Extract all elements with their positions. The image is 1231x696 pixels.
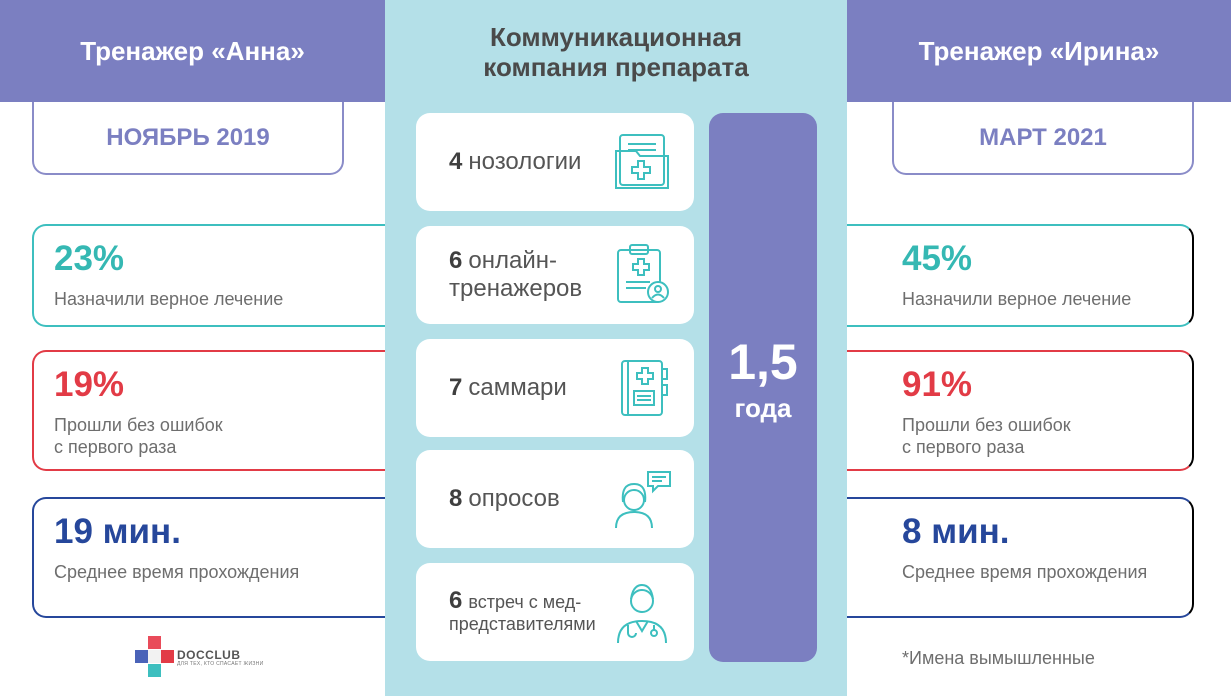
left-date-box: НОЯБРЬ 2019 xyxy=(32,102,344,175)
medical-notebook-icon xyxy=(621,360,668,416)
duration-unit: года xyxy=(734,393,792,423)
card-label: нозологии xyxy=(468,148,582,175)
card-label: саммари xyxy=(468,374,567,401)
stat-label: Назначили верное лечение xyxy=(902,289,1132,309)
stat-label: Назначили верное лечение xyxy=(54,289,284,309)
card-label: опросов xyxy=(468,485,560,512)
card-text: 6 онлайн- тренажеров xyxy=(449,226,582,324)
duration-value: 1,5 xyxy=(728,334,798,390)
right-stat-no-errors: 91% Прошли без ошибок с первого раза xyxy=(847,350,1194,471)
logo-tagline: ДЛЯ ТЕХ, КТО СПАСАЕТ ЖИЗНИ xyxy=(177,661,264,667)
card-count: 6 xyxy=(449,247,463,274)
woman-chat-icon xyxy=(615,471,671,529)
left-trainer-title: Тренажер «Анна» xyxy=(0,0,385,102)
card-meetings: 6 встреч с мед- представителями xyxy=(416,563,694,661)
duration-pill: 1,5 года xyxy=(709,113,817,662)
card-count: 8 xyxy=(449,485,463,512)
card-summaries: 7 саммари xyxy=(416,339,694,437)
right-stat-correct-treatment: 45% Назначили верное лечение xyxy=(847,224,1194,327)
medical-folder-icon xyxy=(615,134,669,189)
card-count: 4 xyxy=(449,148,463,175)
stat-label: Прошли без ошибок с первого раза xyxy=(54,415,223,457)
stat-label: Среднее время прохождения xyxy=(54,562,300,582)
card-count: 7 xyxy=(449,374,463,401)
stat-value: 23% xyxy=(54,239,125,278)
stat-label: Среднее время прохождения xyxy=(902,562,1148,582)
doctor-icon xyxy=(617,583,667,644)
right-trainer-title: Тренажер «Ирина» xyxy=(847,0,1231,102)
left-stat-correct-treatment: 23% Назначили верное лечение xyxy=(32,224,385,327)
docclub-wordmark: DOCCLUB xyxy=(177,648,241,662)
card-nosologies: 4 нозологии xyxy=(416,113,694,211)
stat-value: 19 мин. xyxy=(54,512,181,551)
docclub-logo: DOCCLUB ДЛЯ ТЕХ, КТО СПАСАЕТ ЖИЗНИ xyxy=(135,636,275,678)
footnote: *Имена вымышленные xyxy=(902,648,1095,668)
card-text: 7 саммари xyxy=(449,339,567,437)
stat-value: 45% xyxy=(902,239,973,278)
card-text: 6 встреч с мед- представителями xyxy=(449,563,596,661)
stat-value: 91% xyxy=(902,365,973,404)
stat-value: 19% xyxy=(54,365,125,404)
left-stat-average-time: 19 мин. Среднее время прохождения xyxy=(32,497,385,618)
stat-label: Прошли без ошибок с первого раза xyxy=(902,415,1071,457)
left-stat-no-errors: 19% Прошли без ошибок с первого раза xyxy=(32,350,385,471)
stat-value: 8 мин. xyxy=(902,512,1010,551)
card-label: встреч с мед- представителями xyxy=(449,591,596,634)
card-online-trainers: 6 онлайн- тренажеров xyxy=(416,226,694,324)
card-text: 4 нозологии xyxy=(449,113,581,211)
card-text: 8 опросов xyxy=(449,450,560,548)
right-stat-average-time: 8 мин. Среднее время прохождения xyxy=(847,497,1194,618)
clipboard-doctor-icon xyxy=(617,244,669,303)
card-label: онлайн- тренажеров xyxy=(449,247,583,302)
right-date-box: МАРТ 2021 xyxy=(892,102,1194,175)
cross-logo-icon xyxy=(135,636,174,677)
card-count: 6 xyxy=(449,586,463,614)
svg-text:DOCCLUB: DOCCLUB xyxy=(177,648,241,662)
center-title: Коммуникационная компания препарата xyxy=(483,22,749,82)
card-surveys: 8 опросов xyxy=(416,450,694,548)
